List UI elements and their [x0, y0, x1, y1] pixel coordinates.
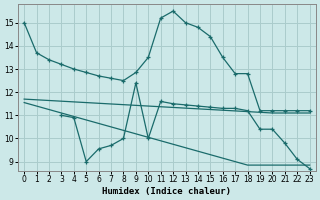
X-axis label: Humidex (Indice chaleur): Humidex (Indice chaleur) [102, 187, 231, 196]
